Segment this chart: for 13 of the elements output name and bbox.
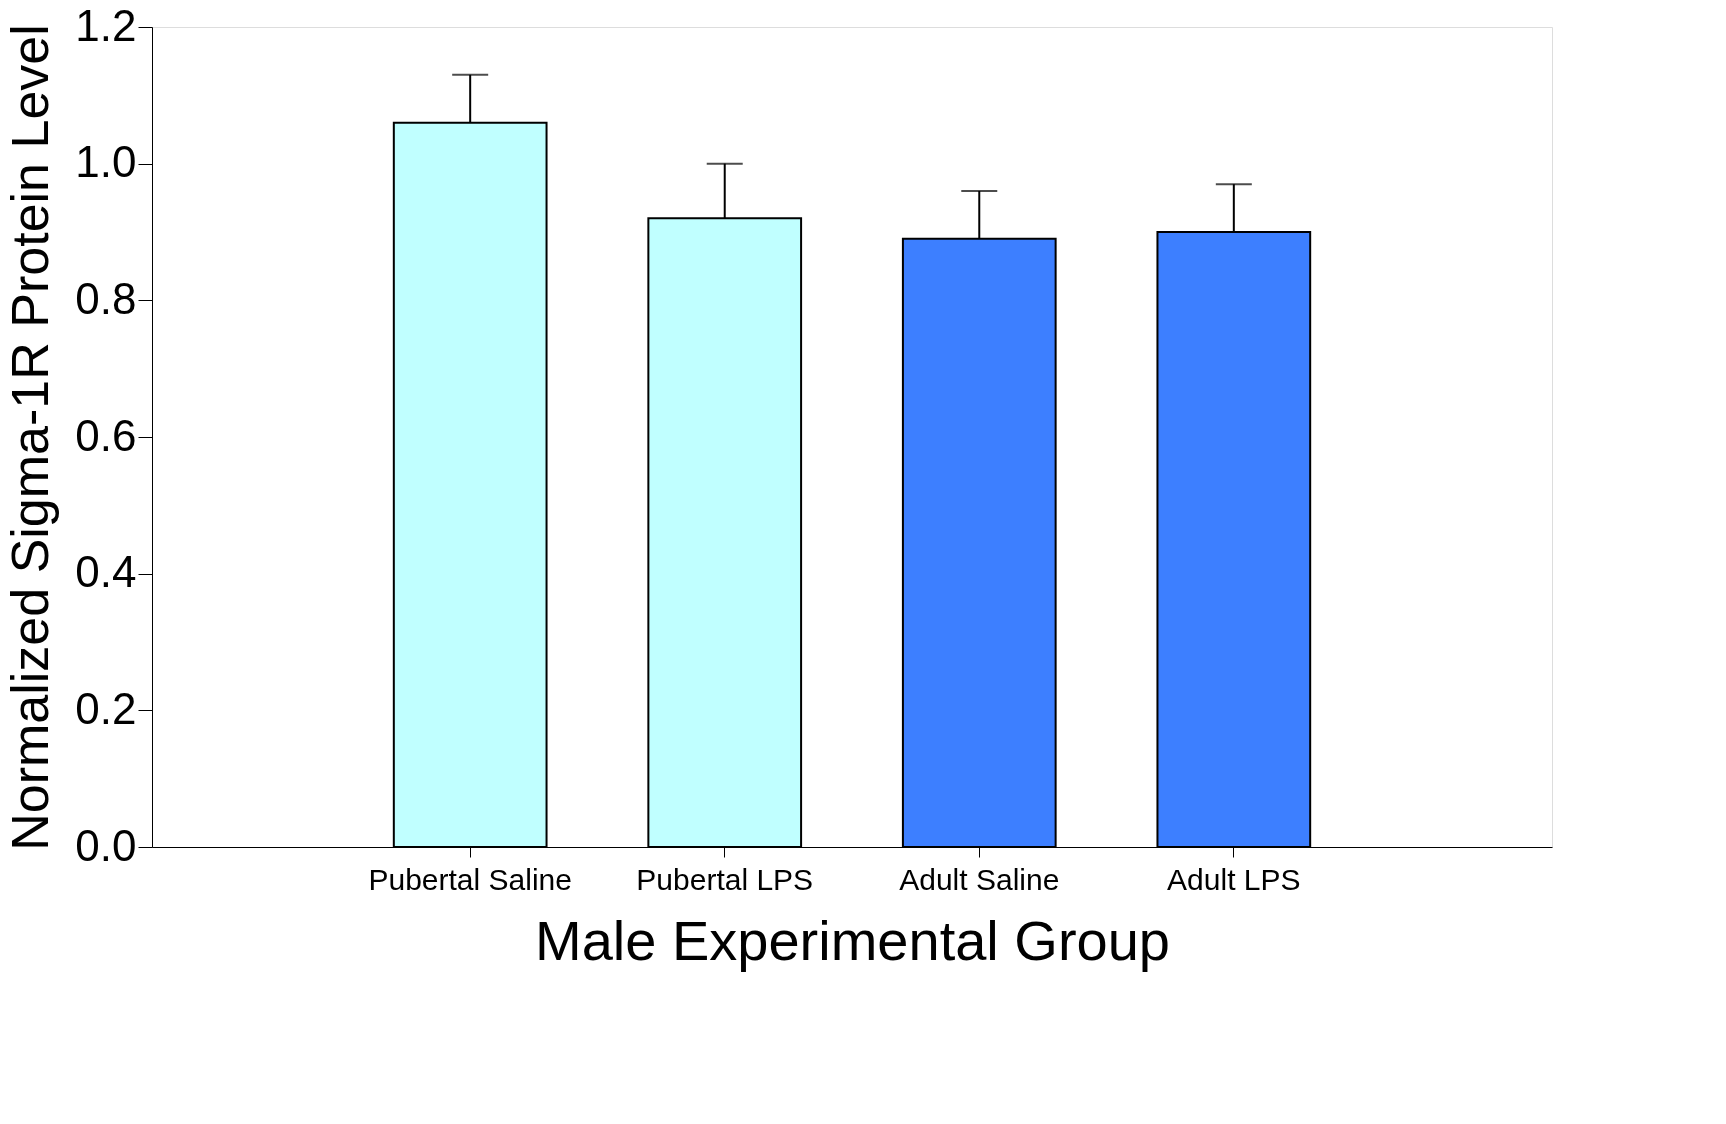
x-tick-label: Pubertal LPS	[636, 862, 814, 896]
y-axis-title: Normalized Sigma-1R Protein Level	[1, 24, 60, 851]
y-tick-label: 0.0	[75, 820, 137, 870]
y-tick-label: 0.4	[75, 547, 137, 597]
y-tick-label: 0.6	[75, 410, 137, 460]
x-tick-label: Pubertal Saline	[368, 862, 572, 896]
y-tick-label: 0.8	[75, 273, 137, 323]
y-tick-label: 1.2	[75, 0, 137, 50]
x-axis-title: Male Experimental Group	[535, 908, 1170, 972]
x-tick-label: Adult LPS	[1167, 862, 1301, 896]
x-tick-label: Adult Saline	[899, 862, 1060, 896]
y-tick-label: 0.2	[75, 683, 137, 733]
y-tick-label: 1.0	[75, 137, 137, 187]
